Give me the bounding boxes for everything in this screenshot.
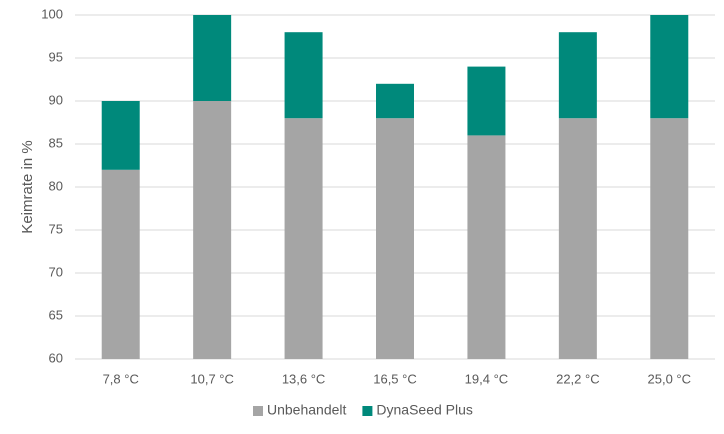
y-tick-label: 75 [49, 221, 63, 236]
legend-swatch [362, 406, 373, 416]
y-tick-label: 60 [49, 350, 63, 365]
bar-segment [558, 32, 597, 119]
y-tick-label: 65 [49, 307, 63, 322]
x-tick-label: 13,6 °C [282, 371, 326, 386]
bar-segment [284, 32, 323, 119]
bar-segment [467, 135, 506, 359]
y-axis-label: Keimrate in % [19, 140, 36, 233]
legend-label: DynaSeed Plus [376, 402, 473, 418]
bar-segment [650, 118, 689, 359]
bar-segment [467, 66, 506, 136]
y-tick-label: 90 [49, 92, 63, 107]
legend-label: Unbehandelt [267, 402, 347, 418]
x-tick-label: 10,7 °C [190, 371, 234, 386]
bar-segment [101, 101, 140, 170]
y-tick-label: 70 [49, 264, 63, 279]
x-tick-label: 22,2 °C [556, 371, 600, 386]
bar-segment [558, 118, 597, 359]
x-tick-label: 19,4 °C [465, 371, 509, 386]
y-tick-label: 85 [49, 135, 63, 150]
bar-segment [193, 101, 232, 359]
x-tick-label: 16,5 °C [373, 371, 417, 386]
bar-segment [376, 118, 414, 359]
bar-segment [284, 118, 323, 359]
bar-segment [101, 169, 140, 359]
x-tick-label: 7,8 °C [103, 371, 139, 386]
bar-segment [193, 15, 232, 101]
y-tick-label: 100 [41, 6, 63, 21]
legend-swatch [253, 406, 263, 416]
x-tick-label: 25,0 °C [648, 371, 692, 386]
y-tick-label: 80 [49, 178, 63, 193]
y-tick-label: 95 [49, 49, 63, 64]
bar-segment [650, 15, 689, 119]
bar-segment [376, 83, 414, 119]
